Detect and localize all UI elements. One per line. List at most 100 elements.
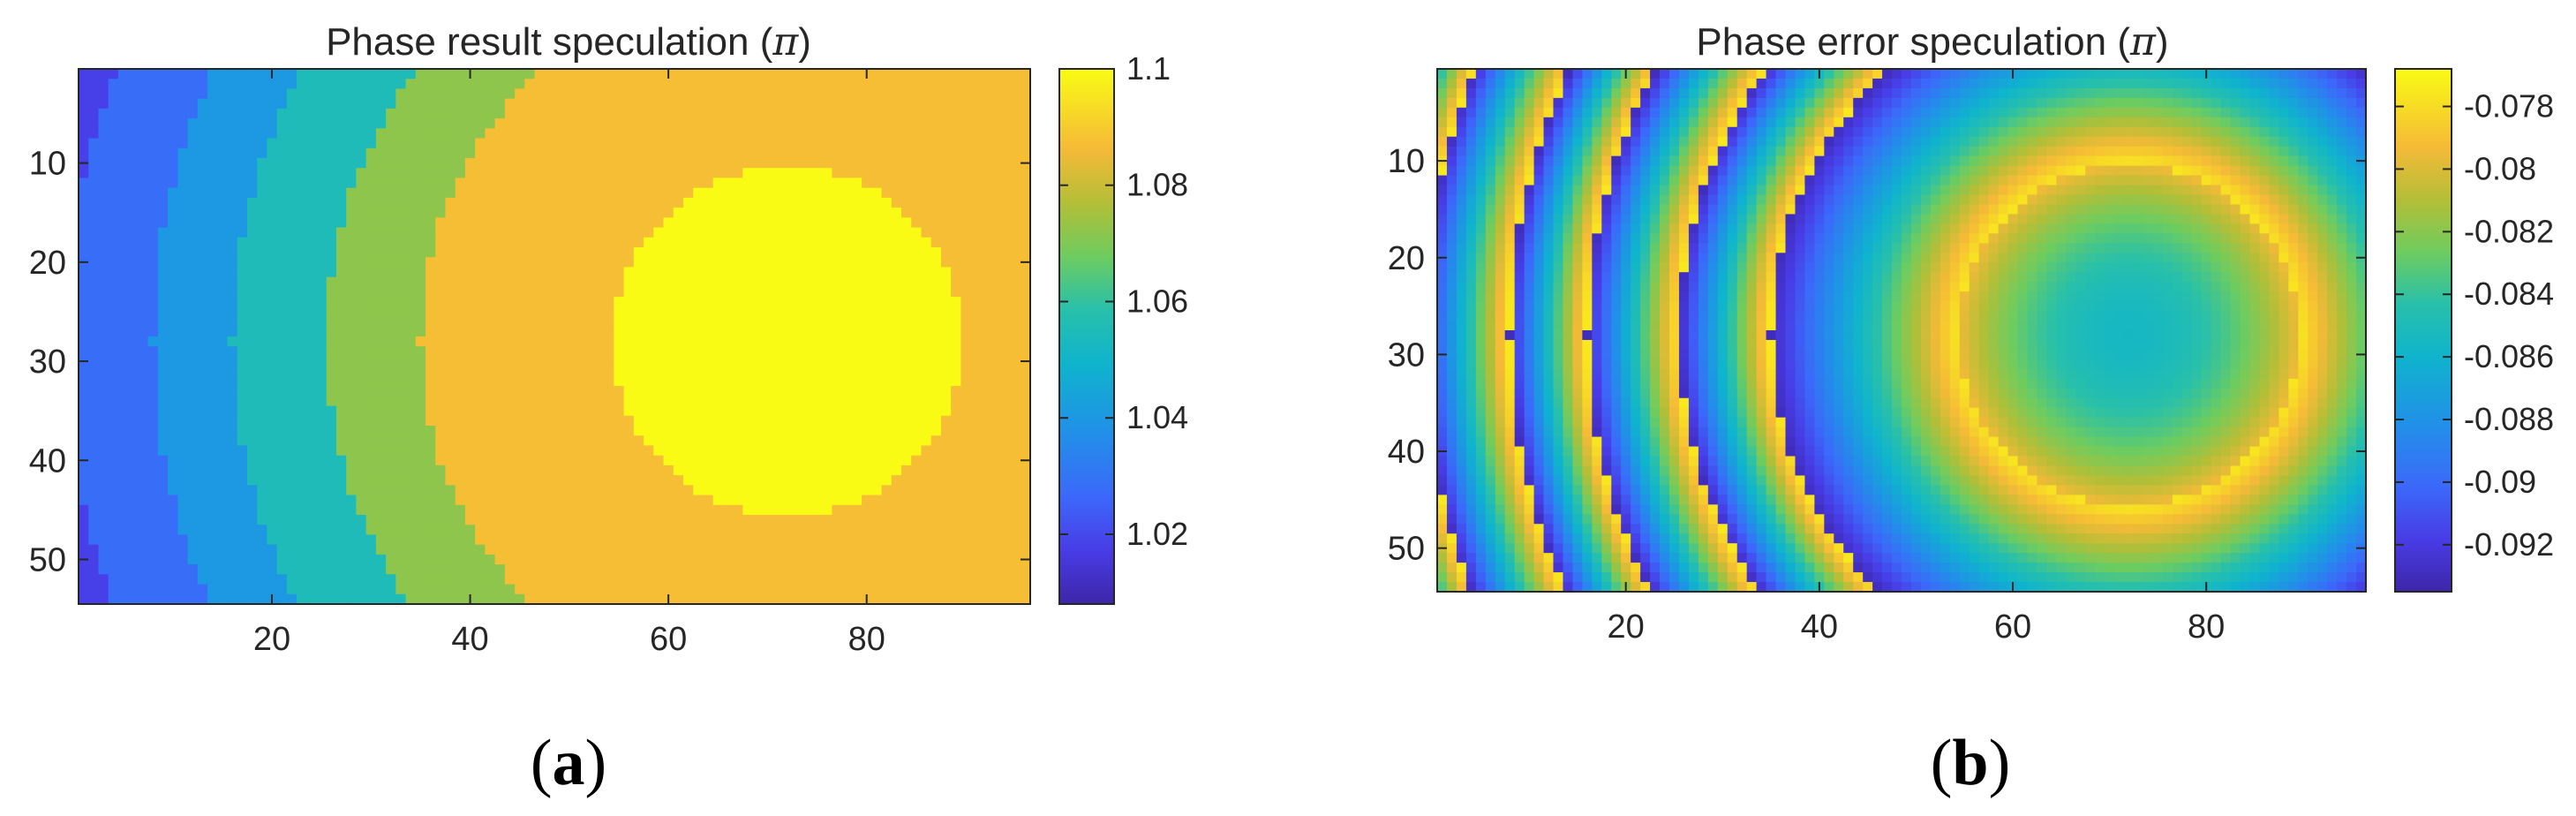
heatmap-cell (455, 426, 466, 436)
heatmap-cell (663, 445, 674, 457)
heatmap-cell (108, 475, 119, 486)
heatmap-cell (257, 554, 267, 565)
heatmap-cell (792, 525, 803, 536)
heatmap-cell (802, 336, 813, 347)
heatmap-cell (930, 435, 942, 447)
heatmap-cell (435, 88, 447, 100)
heatmap-cell (297, 187, 307, 199)
heatmap-cell (1020, 396, 1031, 407)
heatmap-cell (286, 267, 298, 278)
heatmap-cell (227, 306, 238, 318)
heatmap-cell (614, 455, 625, 466)
heatmap-cell (207, 138, 218, 149)
heatmap-cell (88, 415, 100, 427)
heatmap-cell (792, 297, 803, 307)
heatmap-cell (1010, 286, 1021, 298)
heatmap-cell (1020, 217, 1031, 229)
heatmap-cell (286, 286, 298, 298)
heatmap-cell (426, 515, 436, 525)
heatmap-cell (604, 485, 614, 496)
heatmap-cell (851, 375, 862, 387)
heatmap-cell (554, 396, 565, 407)
heatmap-cell (851, 128, 862, 140)
heatmap-cell (980, 445, 991, 457)
heatmap-cell (375, 108, 387, 119)
heatmap-cell (663, 168, 674, 179)
heatmap-cell (504, 217, 516, 229)
heatmap-cell (504, 475, 516, 486)
heatmap-cell (386, 147, 396, 159)
heatmap-cell (187, 326, 199, 337)
heatmap-cell (940, 426, 952, 436)
heatmap-cell (851, 158, 862, 169)
heatmap-cell (633, 495, 644, 506)
heatmap-cell (138, 147, 149, 159)
heatmap-cell (851, 147, 862, 159)
heatmap-cell (1010, 276, 1021, 288)
heatmap-cell (722, 316, 734, 328)
heatmap-cell (614, 88, 625, 100)
heatmap-cell (534, 426, 546, 436)
heatmap-cell (395, 108, 407, 119)
heatmap-cell (257, 247, 267, 258)
heatmap-cell (117, 208, 129, 218)
heatmap-cell (693, 426, 704, 436)
heatmap-cell (614, 158, 625, 169)
heatmap-cell (475, 208, 486, 218)
heatmap-cell (157, 465, 169, 476)
heatmap-cell (792, 485, 803, 496)
heatmap-cell (79, 237, 89, 248)
heatmap-cell (653, 138, 665, 149)
heatmap-cell (752, 128, 764, 140)
heatmap-cell (524, 366, 536, 377)
heatmap-cell (455, 297, 466, 307)
heatmap-cell (703, 197, 714, 208)
heatmap-cell (138, 475, 149, 486)
heatmap-cell (673, 98, 684, 110)
heatmap-cell (811, 504, 823, 516)
heatmap-cell (426, 178, 436, 189)
heatmap-cell (267, 178, 278, 189)
heatmap-cell (138, 435, 149, 447)
heatmap-cell (415, 217, 426, 229)
heatmap-cell (515, 534, 525, 546)
heatmap-cell (930, 217, 942, 229)
heatmap-cell (464, 98, 476, 110)
heatmap-cell (1020, 247, 1031, 258)
heatmap-cell (792, 426, 803, 436)
heatmap-cell (663, 257, 674, 268)
heatmap-cell (752, 346, 764, 358)
heatmap-cell (980, 465, 991, 476)
heatmap-cell (494, 128, 506, 140)
heatmap-cell (644, 534, 654, 546)
heatmap-cell (862, 544, 872, 555)
heatmap-cell (554, 564, 565, 575)
heatmap-cell (515, 247, 525, 258)
heatmap-cell (168, 316, 178, 328)
heatmap-cell (79, 187, 89, 199)
heatmap-cell (703, 267, 714, 278)
heatmap-cell (147, 426, 159, 436)
heatmap-cell (257, 564, 267, 575)
heatmap-cell (653, 168, 665, 179)
heatmap-cell (306, 316, 318, 328)
heatmap-cell (1000, 375, 1012, 387)
heatmap-cell (117, 336, 129, 347)
heatmap-cell (227, 79, 238, 90)
heatmap-cell (1010, 554, 1021, 565)
heatmap-cell (504, 158, 516, 169)
heatmap-cell (811, 426, 823, 436)
heatmap-cell (891, 267, 902, 278)
heatmap-cell (930, 386, 942, 397)
heatmap-cell (306, 386, 318, 397)
heatmap-cell (177, 276, 189, 288)
heatmap-cell (911, 504, 923, 516)
heatmap-cell (187, 435, 199, 447)
heatmap-cell (752, 98, 764, 110)
heatmap-cell (405, 525, 417, 536)
heatmap-cell (168, 237, 178, 248)
heatmap-cell (970, 69, 982, 79)
heatmap-cell (762, 415, 773, 427)
heatmap-cell (128, 286, 139, 298)
